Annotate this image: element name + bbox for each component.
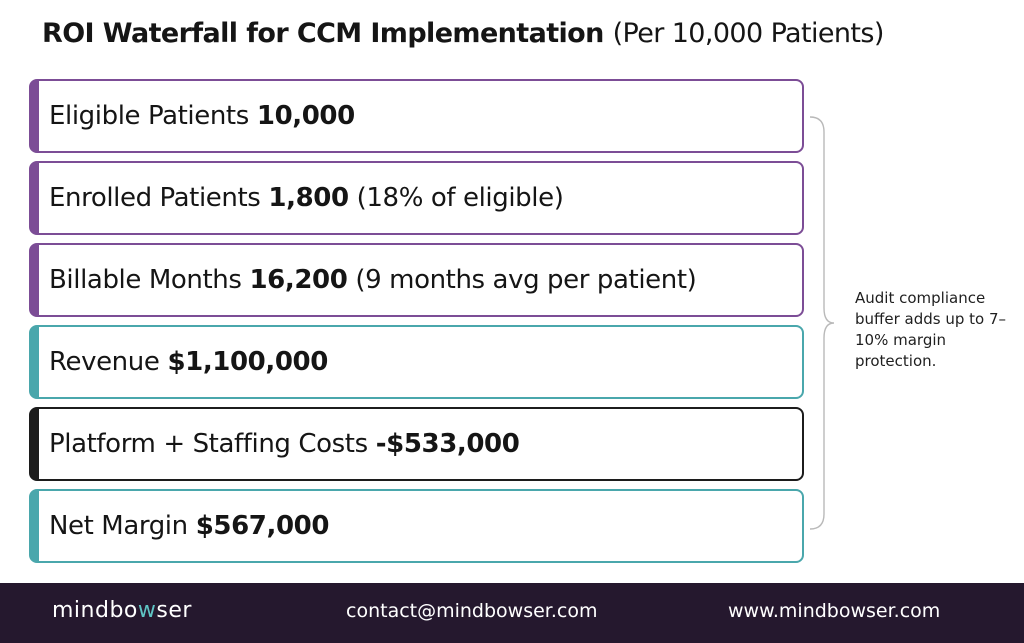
step-value: 16,200 bbox=[249, 265, 348, 295]
step-value: 1,800 bbox=[268, 183, 349, 213]
step-value: $567,000 bbox=[195, 511, 330, 541]
step-enrolled-patients: Enrolled Patients 1,800 (18% of eligible… bbox=[29, 161, 804, 235]
step-value: -$533,000 bbox=[375, 429, 520, 459]
title-main: ROI Waterfall for CCM Implementation bbox=[42, 18, 604, 49]
step-platform-staffing-costs: Platform + Staffing Costs -$533,000 bbox=[29, 407, 804, 481]
step-eligible-patients: Eligible Patients 10,000 bbox=[29, 79, 804, 153]
website-link[interactable]: www.mindbowser.com bbox=[728, 600, 941, 622]
step-net-margin: Net Margin $567,000 bbox=[29, 489, 804, 563]
step-revenue: Revenue $1,100,000 bbox=[29, 325, 804, 399]
step-label: Enrolled Patients bbox=[49, 183, 261, 213]
step-value: $1,100,000 bbox=[167, 347, 328, 377]
audit-annotation: Audit compliance buffer adds up to 7–10%… bbox=[855, 289, 1007, 370]
step-label: Revenue bbox=[49, 347, 160, 377]
step-note: (18% of eligible) bbox=[356, 183, 564, 213]
footer-bar: mindbowser contact@mindbowser.com www.mi… bbox=[0, 583, 1024, 643]
step-label: Billable Months bbox=[49, 265, 242, 295]
curly-bracket bbox=[809, 116, 835, 530]
waterfall-steps: Eligible Patients 10,000 Enrolled Patien… bbox=[29, 79, 804, 571]
step-billable-months: Billable Months 16,200 (9 months avg per… bbox=[29, 243, 804, 317]
step-label: Platform + Staffing Costs bbox=[49, 429, 368, 459]
page-title: ROI Waterfall for CCM Implementation (Pe… bbox=[42, 14, 884, 54]
contact-email-link[interactable]: contact@mindbowser.com bbox=[346, 600, 598, 622]
step-value: 10,000 bbox=[256, 101, 355, 131]
step-note: (9 months avg per patient) bbox=[355, 265, 697, 295]
mindbowser-logo: mindbowser bbox=[52, 598, 192, 623]
step-label: Eligible Patients bbox=[49, 101, 249, 131]
title-subtitle: (Per 10,000 Patients) bbox=[612, 18, 885, 49]
step-label: Net Margin bbox=[49, 511, 188, 541]
